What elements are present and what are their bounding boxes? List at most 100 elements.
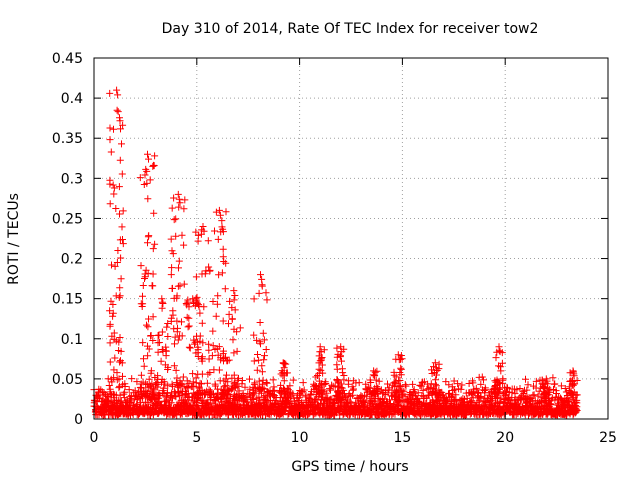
data-point xyxy=(114,91,122,99)
data-point xyxy=(319,391,327,399)
data-point xyxy=(154,348,162,356)
data-point xyxy=(319,369,327,377)
data-point xyxy=(107,148,115,156)
data-point xyxy=(305,395,313,403)
data-point xyxy=(355,379,363,387)
data-point xyxy=(206,266,214,274)
data-point xyxy=(282,390,290,398)
data-point xyxy=(213,300,221,308)
data-point xyxy=(185,343,193,351)
data-point xyxy=(145,315,152,323)
data-point xyxy=(109,181,117,189)
data-point xyxy=(174,383,182,391)
data-point xyxy=(226,297,234,305)
data-point xyxy=(133,378,141,386)
data-point xyxy=(222,353,229,361)
data-point xyxy=(151,374,159,381)
data-points xyxy=(90,86,581,419)
data-point xyxy=(112,205,120,212)
data-point xyxy=(146,176,154,184)
data-point xyxy=(118,223,126,231)
data-point xyxy=(255,289,263,297)
data-point xyxy=(189,370,197,378)
data-point xyxy=(215,366,223,374)
data-point xyxy=(258,275,266,283)
data-point xyxy=(522,393,530,401)
data-point xyxy=(223,388,231,396)
data-point xyxy=(167,235,175,243)
data-point xyxy=(144,323,152,331)
data-point xyxy=(120,390,128,398)
data-point xyxy=(311,410,319,418)
data-point xyxy=(167,317,175,325)
data-point xyxy=(339,369,347,377)
data-point xyxy=(569,381,577,389)
data-point xyxy=(185,314,193,322)
data-point xyxy=(401,381,409,389)
data-point xyxy=(497,367,505,375)
data-point xyxy=(279,372,287,380)
data-point xyxy=(151,240,159,248)
data-point xyxy=(169,311,177,319)
data-point xyxy=(116,156,124,164)
data-point xyxy=(228,304,236,312)
data-point xyxy=(469,379,477,387)
data-point xyxy=(141,387,149,395)
data-point xyxy=(390,379,398,387)
data-point xyxy=(230,287,238,295)
y-tick-label: 0.15 xyxy=(52,292,83,308)
data-point xyxy=(218,269,226,277)
data-point xyxy=(91,397,99,405)
data-point xyxy=(553,390,560,397)
data-point xyxy=(317,348,325,356)
data-point xyxy=(529,391,537,399)
data-point xyxy=(235,387,243,395)
data-point xyxy=(449,387,457,394)
data-point xyxy=(249,389,257,397)
data-point xyxy=(147,332,154,340)
data-point xyxy=(153,379,161,387)
data-point xyxy=(287,391,295,399)
data-point xyxy=(106,339,114,347)
data-point xyxy=(572,398,580,406)
data-point xyxy=(276,388,284,396)
data-point xyxy=(212,208,220,216)
data-point xyxy=(457,385,465,393)
data-point xyxy=(426,384,434,392)
y-tick-label: 0 xyxy=(74,412,83,428)
data-point xyxy=(535,387,543,395)
data-point xyxy=(106,320,114,328)
data-point xyxy=(145,345,153,353)
data-point xyxy=(334,388,342,396)
data-point xyxy=(250,395,258,403)
data-point xyxy=(189,295,197,303)
data-point xyxy=(318,361,326,369)
data-point xyxy=(316,343,324,351)
data-point xyxy=(209,342,217,350)
data-point xyxy=(106,176,114,184)
plot-frame xyxy=(93,57,609,420)
data-point xyxy=(196,379,204,387)
data-point xyxy=(397,365,405,373)
data-point xyxy=(228,315,236,323)
data-point xyxy=(482,386,490,394)
data-point xyxy=(221,285,229,293)
data-point xyxy=(174,282,182,290)
data-point xyxy=(148,282,156,290)
data-point xyxy=(262,289,270,297)
data-point xyxy=(395,356,403,364)
data-point xyxy=(504,384,511,392)
data-point xyxy=(322,389,330,397)
grid-lines xyxy=(94,58,608,419)
data-point xyxy=(214,235,222,243)
data-point xyxy=(478,373,486,381)
data-point xyxy=(312,373,320,381)
data-point xyxy=(524,381,532,389)
data-point xyxy=(516,385,524,392)
data-point xyxy=(258,362,266,370)
data-point xyxy=(262,346,270,353)
data-point xyxy=(155,389,163,397)
data-point xyxy=(110,329,118,337)
data-point xyxy=(141,171,149,179)
data-point xyxy=(193,293,201,301)
